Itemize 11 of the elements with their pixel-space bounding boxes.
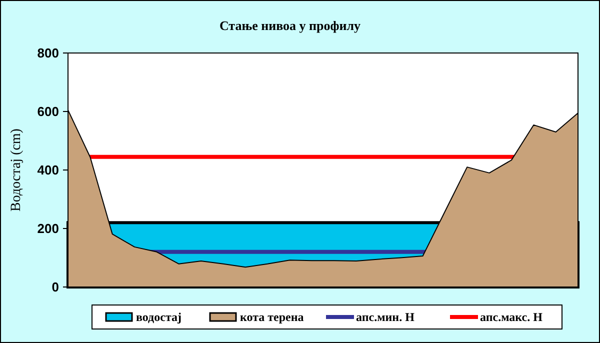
legend-label: апс.макс. H: [480, 310, 544, 324]
chart-title: Стање нивоа у профилу: [219, 18, 362, 33]
y-tick-label: 600: [37, 104, 59, 120]
y-tick-label: 400: [37, 162, 59, 178]
legend-label: апс.мин. H: [356, 310, 416, 324]
y-tick-label: 800: [37, 46, 59, 61]
legend-label: кота терена: [240, 310, 304, 324]
legend-label: водостај: [136, 310, 182, 324]
y-tick-label: 200: [37, 221, 59, 236]
y-axis-title: Водостај (cm): [9, 128, 24, 212]
y-tick-label: 0: [52, 280, 59, 295]
